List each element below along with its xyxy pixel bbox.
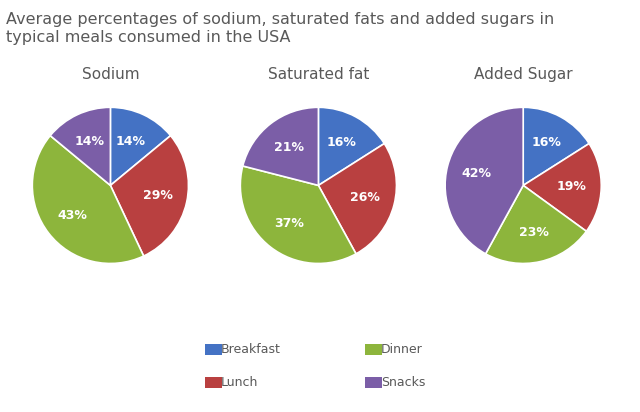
Text: 29%: 29%	[143, 190, 173, 202]
Title: Saturated fat: Saturated fat	[268, 68, 369, 82]
Text: 43%: 43%	[57, 208, 87, 222]
Text: 16%: 16%	[532, 136, 561, 150]
Wedge shape	[445, 107, 524, 254]
Text: Lunch: Lunch	[221, 376, 258, 389]
Wedge shape	[243, 107, 319, 185]
Wedge shape	[318, 107, 385, 185]
Text: 23%: 23%	[519, 226, 548, 239]
Wedge shape	[33, 136, 143, 264]
Title: Sodium: Sodium	[81, 68, 140, 82]
Text: Average percentages of sodium, saturated fats and added sugars in
typical meals : Average percentages of sodium, saturated…	[6, 12, 555, 45]
Text: Breakfast: Breakfast	[221, 343, 281, 356]
Text: 16%: 16%	[327, 136, 356, 150]
Wedge shape	[241, 166, 356, 264]
Wedge shape	[524, 143, 601, 231]
Text: Snacks: Snacks	[381, 376, 425, 389]
Text: 14%: 14%	[116, 135, 146, 148]
Text: 14%: 14%	[75, 135, 105, 148]
Text: Dinner: Dinner	[381, 343, 422, 356]
Text: 26%: 26%	[350, 191, 380, 204]
Text: 37%: 37%	[274, 217, 303, 230]
Wedge shape	[110, 136, 188, 256]
Title: Added Sugar: Added Sugar	[474, 68, 573, 82]
Wedge shape	[50, 107, 111, 185]
Wedge shape	[523, 107, 589, 185]
Wedge shape	[110, 107, 171, 185]
Text: 19%: 19%	[557, 180, 586, 193]
Text: 42%: 42%	[461, 167, 492, 180]
Wedge shape	[319, 143, 396, 254]
Wedge shape	[486, 185, 586, 264]
Text: 21%: 21%	[274, 140, 304, 154]
